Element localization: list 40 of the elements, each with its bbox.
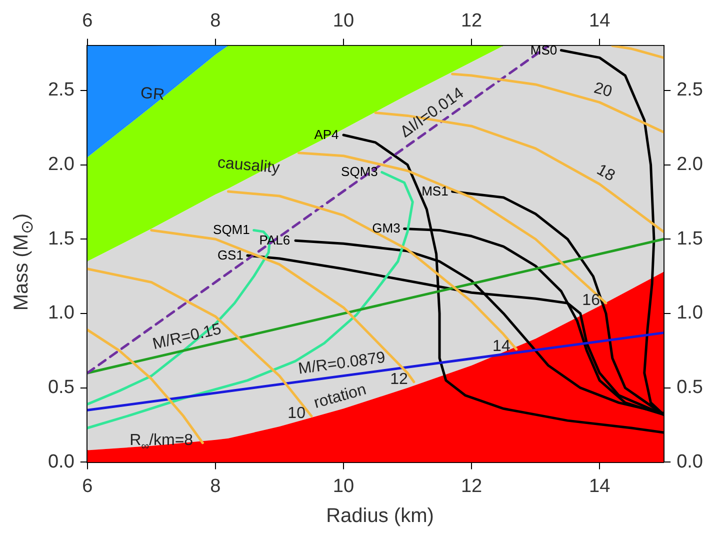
x-axis-title: Radius (km): [326, 505, 434, 528]
x-tick-label: 12: [460, 476, 482, 497]
annotation: 14: [492, 338, 510, 356]
series-label: GM3: [372, 220, 400, 236]
x2-tick-label: 8: [210, 10, 221, 32]
y-tick-label: 1.5: [48, 228, 74, 250]
y2-tick-label: 1.5: [676, 228, 704, 250]
x-tick-label: 10: [332, 476, 354, 497]
annotation: 10: [288, 405, 306, 422]
annotation: 20: [592, 80, 614, 101]
series-label: MS1: [422, 184, 448, 199]
annotation: rotation: [312, 381, 368, 412]
annotation: 16: [582, 292, 600, 310]
annotation: M/R=0.0879: [297, 349, 386, 378]
annotation: causality: [216, 154, 280, 177]
series-label: MS0: [530, 42, 558, 58]
y2-tick-label: 1.0: [676, 302, 704, 324]
series-label: SQM3: [341, 164, 378, 180]
annotation: 18: [594, 161, 618, 185]
x-tick-label: 8: [210, 476, 221, 497]
annotation: M/R=0.15: [151, 320, 224, 354]
x-tick-label: 6: [82, 476, 93, 497]
x2-tick-label: 6: [82, 10, 93, 32]
y-tick-label: 0.0: [48, 451, 74, 472]
y2-tick-label: 0.5: [676, 377, 704, 398]
y-tick-label: 1.0: [48, 302, 74, 324]
y-tick-label: 2.5: [48, 80, 74, 101]
annotation: 12: [390, 370, 408, 388]
x2-tick-label: 14: [589, 10, 611, 32]
y-tick-label: 2.0: [48, 154, 74, 176]
y2-tick-label: 2.5: [676, 80, 704, 101]
x2-tick-label: 12: [460, 10, 482, 32]
x2-tick-label: 10: [332, 10, 354, 32]
x-tick-label: 14: [589, 476, 611, 497]
y2-tick-label: 0.0: [676, 451, 704, 472]
y-tick-label: 0.5: [48, 377, 74, 398]
series-label: SQM1: [213, 222, 250, 238]
annotation: GR: [140, 84, 166, 104]
y2-tick-label: 2.0: [676, 154, 704, 176]
series-label: GS1: [217, 247, 244, 262]
